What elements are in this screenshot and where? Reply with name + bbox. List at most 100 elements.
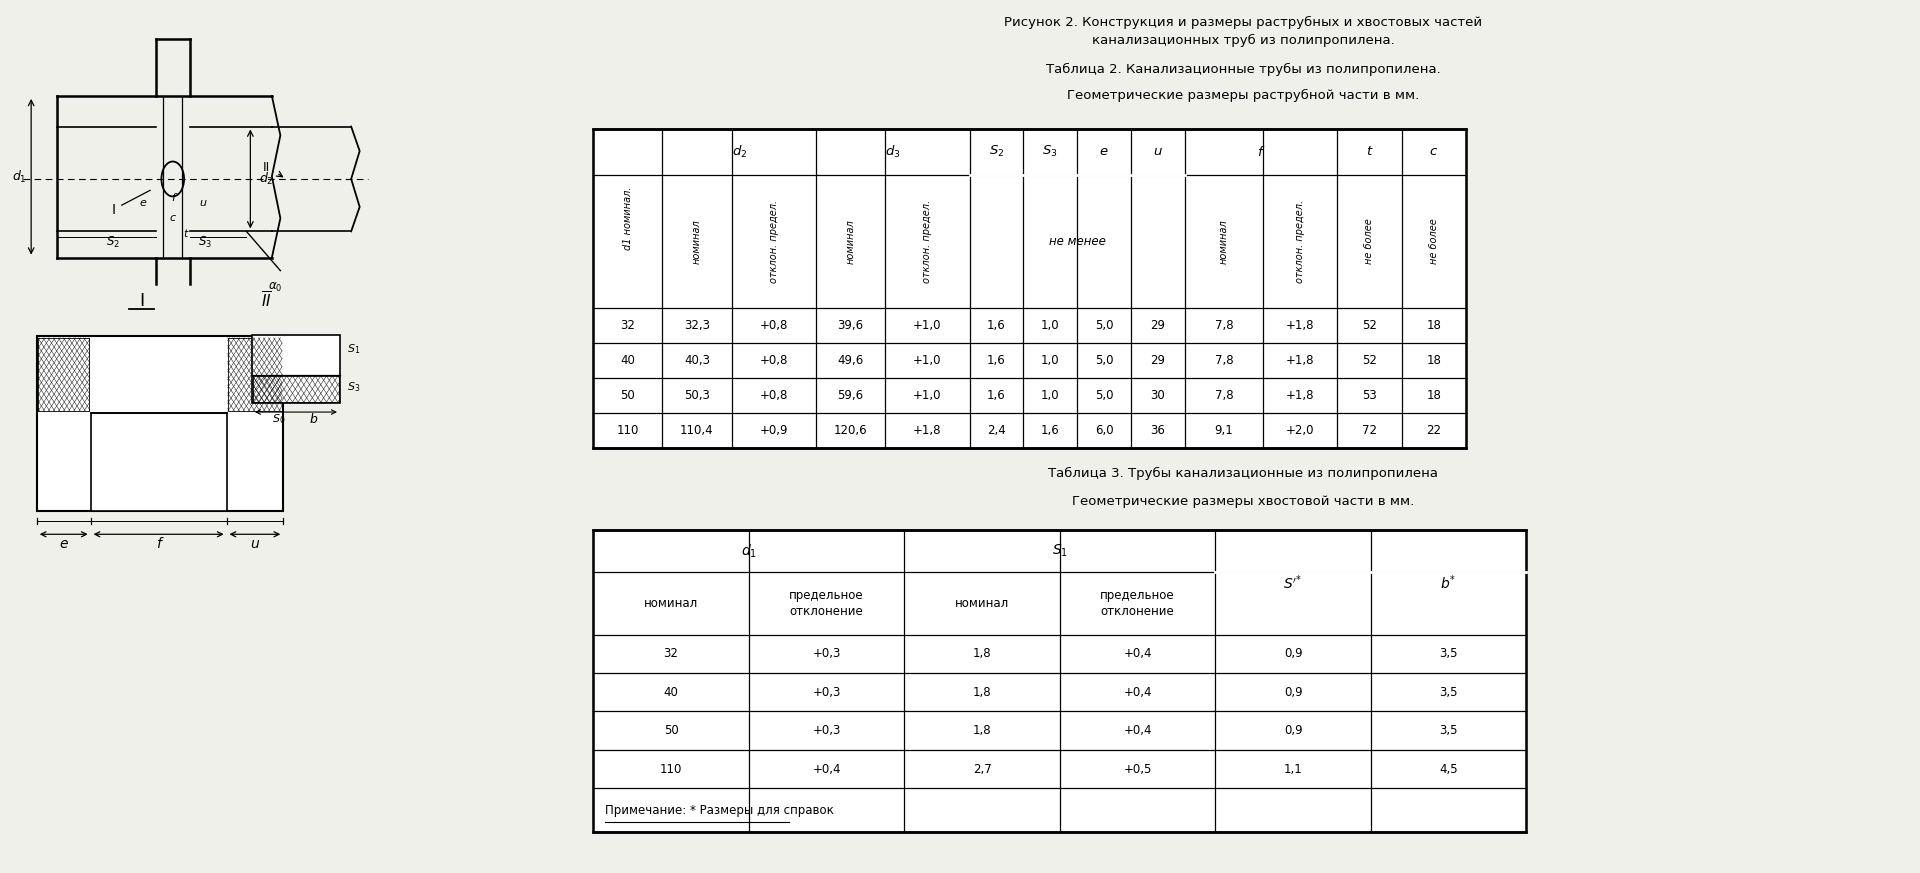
Text: отклон. предел.: отклон. предел. (768, 200, 780, 283)
Text: 6,0: 6,0 (1094, 424, 1114, 436)
Text: 0,9: 0,9 (1284, 648, 1302, 660)
Text: I: I (111, 203, 115, 217)
Text: $d_3$: $d_3$ (885, 144, 900, 160)
Text: d1 номинал.: d1 номинал. (622, 187, 634, 251)
Text: +1,0: +1,0 (914, 389, 941, 402)
Text: +2,0: +2,0 (1286, 424, 1315, 436)
Bar (252, 335, 340, 403)
Text: +0,4: +0,4 (1123, 648, 1152, 660)
Text: 1,0: 1,0 (1041, 354, 1060, 367)
Text: 3,5: 3,5 (1440, 725, 1457, 737)
Text: 1,8: 1,8 (973, 686, 991, 698)
Text: Примечание: * Размеры для справок: Примечание: * Размеры для справок (605, 804, 833, 816)
Text: 1,6: 1,6 (987, 389, 1006, 402)
Text: 59,6: 59,6 (837, 389, 864, 402)
Text: +1,8: +1,8 (1286, 354, 1315, 367)
Text: $\overline{II}$: $\overline{II}$ (261, 291, 273, 312)
Text: +0,3: +0,3 (812, 725, 841, 737)
Text: $S_2$: $S_2$ (106, 235, 121, 251)
Text: 52: 52 (1361, 354, 1377, 367)
Text: 120,6: 120,6 (833, 424, 868, 436)
Text: +0,4: +0,4 (1123, 725, 1152, 737)
Text: Рисунок 2. Конструкция и размеры раструбных и хвостовых частей
канализационных т: Рисунок 2. Конструкция и размеры раструб… (1004, 16, 1482, 47)
Text: $t$: $t$ (1365, 146, 1373, 158)
Text: $S_0$: $S_0$ (273, 413, 286, 426)
Text: 50: 50 (664, 725, 678, 737)
Text: $S_3$: $S_3$ (1043, 144, 1058, 160)
Text: не более: не более (1428, 218, 1438, 265)
Text: 40: 40 (620, 354, 636, 367)
Text: $d_1$: $d_1$ (741, 542, 756, 560)
Text: I: I (138, 292, 144, 310)
Text: $S_2$: $S_2$ (989, 144, 1004, 160)
Text: 29: 29 (1150, 354, 1165, 367)
Text: +0,9: +0,9 (760, 424, 787, 436)
Text: +0,8: +0,8 (760, 320, 787, 332)
Text: 110,4: 110,4 (680, 424, 714, 436)
Bar (58, 96, 284, 258)
Text: $S_3$: $S_3$ (198, 235, 211, 251)
Text: 39,6: 39,6 (837, 320, 864, 332)
Text: f: f (156, 537, 161, 551)
Text: $e$: $e$ (1100, 146, 1108, 158)
Text: +0,4: +0,4 (812, 763, 841, 775)
Bar (593, 129, 1467, 448)
Text: $d_1$: $d_1$ (13, 169, 27, 185)
Text: отклон. предел.: отклон. предел. (1296, 200, 1306, 283)
Bar (228, 338, 282, 411)
Bar (253, 375, 340, 402)
Text: 5,0: 5,0 (1094, 320, 1114, 332)
Text: 1,6: 1,6 (987, 320, 1006, 332)
Text: $u$: $u$ (1152, 146, 1164, 158)
Text: 52: 52 (1361, 320, 1377, 332)
Text: 53: 53 (1361, 389, 1377, 402)
Text: Геометрические размеры хвостовой части в мм.: Геометрические размеры хвостовой части в… (1071, 495, 1415, 508)
Text: 29: 29 (1150, 320, 1165, 332)
Text: c: c (169, 213, 177, 223)
Text: 40: 40 (664, 686, 678, 698)
Text: +0,8: +0,8 (760, 389, 787, 402)
Text: не менее: не менее (1048, 235, 1106, 248)
Text: +1,8: +1,8 (1286, 320, 1315, 332)
Text: 32,3: 32,3 (684, 320, 710, 332)
Text: 30: 30 (1150, 389, 1165, 402)
Text: 18: 18 (1427, 354, 1442, 367)
Text: 2,7: 2,7 (973, 763, 991, 775)
Text: 36: 36 (1150, 424, 1165, 436)
Text: 1,8: 1,8 (973, 648, 991, 660)
Text: 50,3: 50,3 (684, 389, 710, 402)
Text: +1,0: +1,0 (914, 320, 941, 332)
Text: $d_2$: $d_2$ (259, 171, 275, 187)
Text: 1,1: 1,1 (1284, 763, 1302, 775)
Text: 40,3: 40,3 (684, 354, 710, 367)
Text: 110: 110 (616, 424, 639, 436)
Text: $S'^{*}$: $S'^{*}$ (1283, 573, 1304, 592)
Text: 1,6: 1,6 (1041, 424, 1060, 436)
Text: 32: 32 (620, 320, 636, 332)
Text: +0,3: +0,3 (812, 686, 841, 698)
Text: +0,4: +0,4 (1123, 686, 1152, 698)
Bar (90, 413, 227, 511)
Text: +0,8: +0,8 (760, 354, 787, 367)
Text: номинал: номинал (1219, 219, 1229, 264)
Text: предельное
отклонение: предельное отклонение (1100, 588, 1175, 618)
Text: номинал: номинал (845, 219, 856, 264)
Text: $b^{*}$: $b^{*}$ (1440, 573, 1457, 592)
Text: II: II (263, 162, 271, 174)
Bar (36, 336, 284, 511)
Text: 110: 110 (660, 763, 682, 775)
Text: 0,9: 0,9 (1284, 686, 1302, 698)
Text: +0,5: +0,5 (1123, 763, 1152, 775)
Text: $S_1$: $S_1$ (1052, 543, 1068, 559)
Text: $d_2$: $d_2$ (732, 144, 747, 160)
Text: номинал: номинал (954, 597, 1010, 609)
Text: f: f (171, 193, 175, 203)
Text: 3,5: 3,5 (1440, 648, 1457, 660)
Text: не более: не более (1365, 218, 1375, 265)
Text: 5,0: 5,0 (1094, 354, 1114, 367)
Text: $c$: $c$ (1428, 146, 1438, 158)
Text: 4,5: 4,5 (1440, 763, 1457, 775)
Text: t: t (184, 229, 188, 239)
Text: 50: 50 (620, 389, 636, 402)
Text: Таблица 2. Канализационные трубы из полипропилена.: Таблица 2. Канализационные трубы из поли… (1046, 63, 1440, 76)
